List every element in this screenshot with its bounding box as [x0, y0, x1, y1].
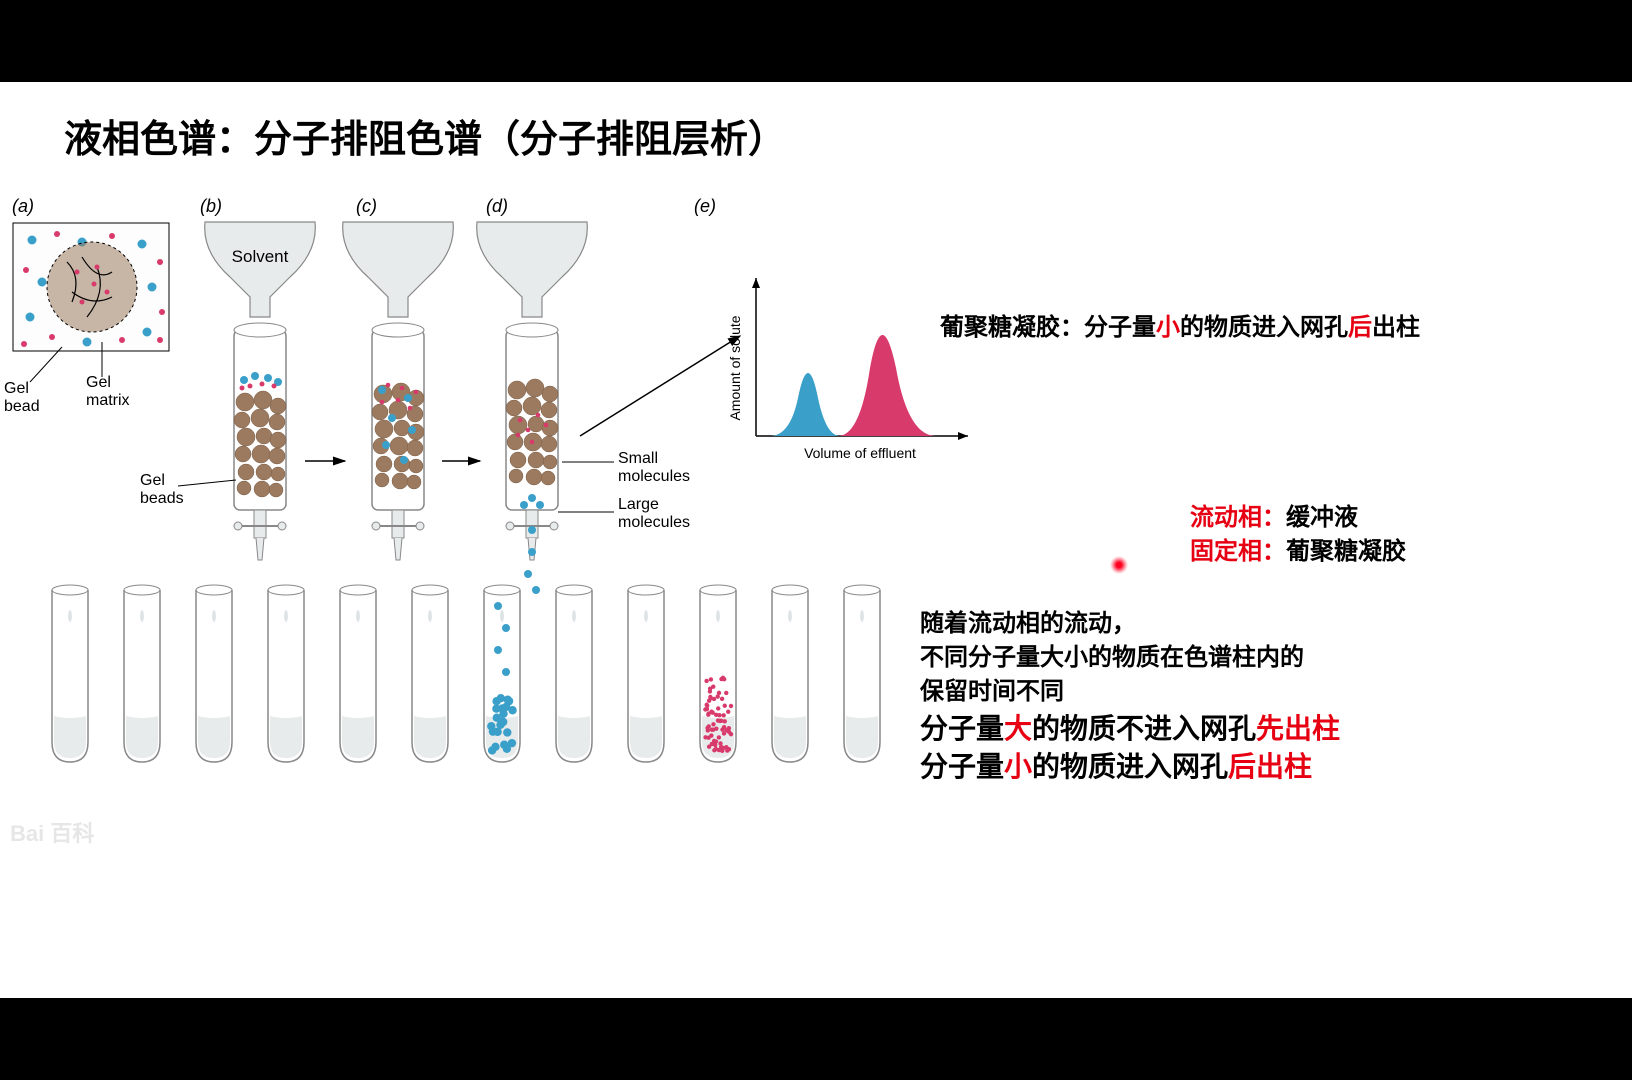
elution-chart: Amount of solute Volume of effluent: [720, 268, 980, 478]
note-dextran-gel: 葡聚糖凝胶：分子量小的物质进入网孔后出柱: [940, 310, 1420, 346]
bottom-line5: 分子量小的物质进入网孔后出柱: [920, 746, 1312, 788]
label-gel-bead: Gel bead: [4, 380, 40, 416]
columns-svg: Solvent: [180, 216, 800, 606]
bottom-line3: 保留时间不同: [920, 674, 1064, 710]
slide: 液相色谱：分子排阻色谱（分子排阻层析） (a) (b) (c) (d) (e): [0, 82, 1632, 998]
chart-y-label: Amount of solute: [727, 315, 743, 420]
label-small-mol: Small molecules: [618, 450, 690, 486]
note-mobile-phase: 流动相：缓冲液: [1190, 500, 1358, 536]
leader-large-mol: [558, 506, 620, 526]
label-gel-matrix: Gel matrix: [86, 374, 130, 410]
bottom-line2: 不同分子量大小的物质在色谱柱内的: [920, 640, 1304, 676]
bottom-line1: 随着流动相的流动，: [920, 606, 1136, 642]
leader-small-mol: [562, 456, 622, 476]
panel-label-b: (b): [200, 196, 222, 217]
bottom-line4: 分子量大的物质不进入网孔先出柱: [920, 708, 1340, 750]
page-title: 液相色谱：分子排阻色谱（分子排阻层析）: [64, 108, 786, 163]
panel-label-c: (c): [356, 196, 377, 217]
panel-label-e: (e): [694, 196, 716, 217]
laser-pointer-icon: [1110, 556, 1128, 574]
chart-x-label: Volume of effluent: [804, 445, 916, 461]
leader-gel-beads: [170, 478, 250, 508]
note-stationary-phase: 固定相：葡聚糖凝胶: [1190, 534, 1406, 570]
panel-label-a: (a): [12, 196, 34, 217]
panel-label-d: (d): [486, 196, 508, 217]
watermark: Bai 百科: [10, 816, 94, 848]
label-large-mol: Large molecules: [618, 496, 690, 532]
test-tubes: [40, 576, 920, 806]
label-solvent: Solvent: [232, 247, 289, 266]
